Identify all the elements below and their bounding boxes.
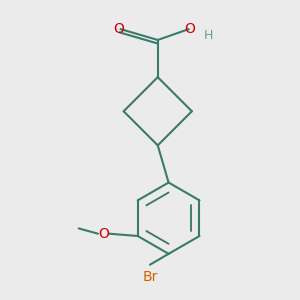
Text: Br: Br (142, 270, 158, 284)
Text: O: O (184, 22, 195, 36)
Text: O: O (98, 227, 109, 241)
Text: H: H (204, 29, 214, 42)
Text: O: O (114, 22, 124, 36)
